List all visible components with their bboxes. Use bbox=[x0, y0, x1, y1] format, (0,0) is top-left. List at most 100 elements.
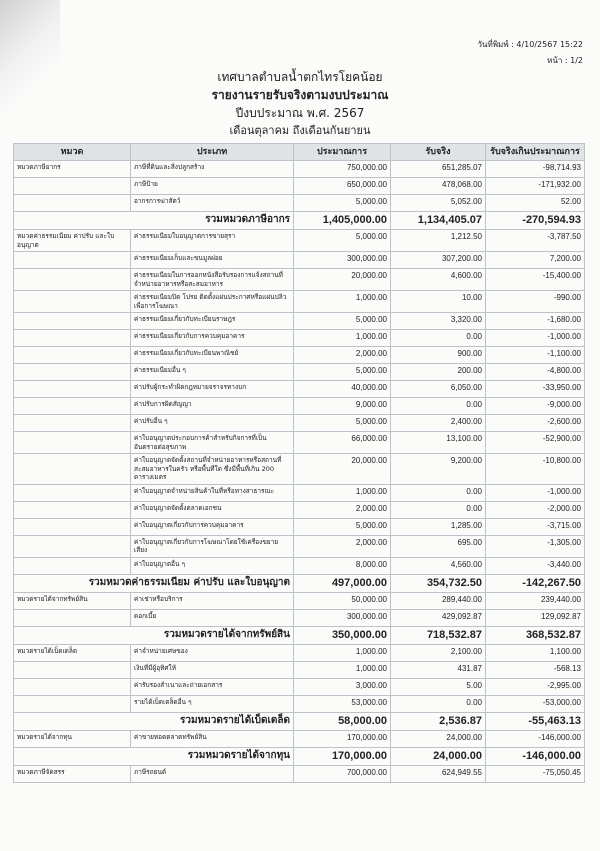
difference-cell: -3,440.00 bbox=[485, 556, 585, 575]
total-label: รวมหมวดรายได้จากทุน bbox=[13, 746, 294, 766]
actual-cell: 0.00 bbox=[390, 397, 486, 415]
difference-cell: -3,715.00 bbox=[485, 517, 585, 536]
estimate-cell: 750,000.00 bbox=[293, 160, 391, 178]
estimate-cell: 1,000.00 bbox=[293, 483, 391, 502]
fiscal-year: ปีงบประมาณ พ.ศ. 2567 bbox=[235, 106, 365, 120]
difference-cell: -52,900.00 bbox=[485, 431, 585, 454]
difference-cell: -1,000.00 bbox=[485, 329, 585, 347]
difference-cell: -2,600.00 bbox=[485, 414, 585, 432]
difference-cell: -75,050.45 bbox=[485, 764, 585, 783]
difference-cell: -990.00 bbox=[485, 290, 585, 313]
print-date: วันที่พิมพ์ : 4/10/2567 15:22 bbox=[477, 40, 583, 49]
category-cell bbox=[13, 194, 131, 212]
difference-cell: -98,714.93 bbox=[485, 160, 585, 178]
actual-cell: 0.00 bbox=[390, 329, 486, 347]
total-estimate: 497,000.00 bbox=[293, 573, 391, 593]
difference-cell: -2,995.00 bbox=[485, 677, 585, 696]
difference-cell: -9,000.00 bbox=[485, 397, 585, 415]
group-total-row: รวมหมวดรายได้จากทรัพย์สิน 350,000.00 718,5… bbox=[13, 625, 585, 645]
estimate-cell: 20,000.00 bbox=[293, 268, 391, 291]
table-row: ค่ารับรองสำเนาและถ่ายเอกสาร 3,000.00 5.00-… bbox=[13, 677, 585, 696]
category-cell bbox=[13, 500, 131, 519]
total-actual: 1,134,405.07 bbox=[390, 211, 486, 230]
estimate-cell: 50,000.00 bbox=[293, 591, 391, 610]
group-total-row: รวมหมวดรายได้จากทุน 170,000.00 24,000.00 -1… bbox=[13, 746, 585, 766]
category-cell bbox=[13, 608, 131, 627]
total-difference: -146,000.00 bbox=[485, 746, 585, 766]
difference-cell: -53,000.00 bbox=[485, 694, 585, 713]
total-label: รวมหมวดรายได้เบ็ดเตล็ด bbox=[13, 711, 294, 731]
category-cell: หมวดรายได้จากทรัพย์สิน bbox=[13, 591, 131, 610]
category-cell bbox=[13, 329, 131, 347]
category-cell bbox=[13, 453, 131, 485]
type-cell: ภาษีป้าย bbox=[130, 177, 294, 195]
type-cell: ค่าปรับอื่น ๆ bbox=[130, 414, 294, 432]
category-cell bbox=[13, 251, 131, 269]
table-row: ค่าปรับการผิดสัญญา 9,000.00 0.00 -9,000.00 bbox=[13, 397, 585, 415]
type-cell: ค่าใบอนุญาตเกี่ยวกับการโฆษณาโดยใช้เครื่อ… bbox=[130, 534, 294, 558]
difference-cell: -33,950.00 bbox=[485, 380, 585, 398]
estimate-cell: 5,000.00 bbox=[293, 229, 391, 252]
actual-cell: 900.00 bbox=[390, 346, 486, 364]
type-cell: ค่าใบอนุญาตจัดตั้งตลาดเอกชน bbox=[130, 500, 294, 519]
table-row: หมวดรายได้จากทุน ค่าขายทอดตลาดทรัพย์สิน 17… bbox=[13, 729, 585, 748]
type-cell: ค่าจำหน่ายเศษของ bbox=[130, 643, 294, 662]
category-cell: หมวดรายได้เบ็ดเตล็ด bbox=[13, 643, 131, 662]
estimate-cell: 5,000.00 bbox=[293, 194, 391, 212]
actual-cell: 0.00 bbox=[390, 500, 486, 519]
total-difference: 368,532.87 bbox=[485, 625, 585, 645]
table-row: หมวดภาษีจัดสรร ภาษีรถยนต์ 700,000.00 624,94… bbox=[13, 764, 585, 783]
estimate-cell: 1,000.00 bbox=[293, 290, 391, 313]
actual-cell: 200.00 bbox=[390, 363, 486, 381]
table-row: ค่าธรรมเนียมเกี่ยวกับทะเบียนราษฎร 5,000.0… bbox=[13, 312, 585, 330]
estimate-cell: 3,000.00 bbox=[293, 677, 391, 696]
actual-cell: 1,212.50 bbox=[390, 229, 486, 252]
estimate-cell: 1,000.00 bbox=[293, 660, 391, 679]
actual-cell: 3,320.00 bbox=[390, 312, 486, 330]
col-category: หมวด bbox=[13, 143, 131, 161]
actual-cell: 2,400.00 bbox=[390, 414, 486, 432]
table-row: เงินที่มีผู้อุทิศให้ 1,000.00 431.87 -568.1… bbox=[13, 660, 585, 679]
type-cell: ภาษีรถยนต์ bbox=[130, 764, 294, 783]
col-actual: รับจริง bbox=[390, 143, 486, 161]
category-cell bbox=[13, 534, 131, 558]
difference-cell: 52.00 bbox=[485, 194, 585, 212]
type-cell: ค่าใบอนุญาตอื่น ๆ bbox=[130, 556, 294, 575]
revenue-table: หมวด ประเภท ประมาณการ รับจริง รับจริงเกิ… bbox=[13, 143, 585, 783]
table-row: ค่าใบอนุญาตเกี่ยวกับการโฆษณาโดยใช้เครื่อ… bbox=[13, 534, 585, 558]
category-cell bbox=[13, 346, 131, 364]
category-cell: หมวดรายได้จากทุน bbox=[13, 729, 131, 748]
total-estimate: 170,000.00 bbox=[293, 746, 391, 766]
difference-cell: -1,000.00 bbox=[485, 483, 585, 502]
table-row: ค่าใบอนุญาตจำหน่ายสินค้าในที่หรือทางสาธา… bbox=[13, 483, 585, 502]
total-estimate: 1,405,000.00 bbox=[293, 211, 391, 230]
category-cell: หมวดภาษีอากร bbox=[13, 160, 131, 178]
page-number: หน้า : 1/2 bbox=[547, 56, 583, 65]
total-actual: 2,536.87 bbox=[390, 711, 486, 731]
estimate-cell: 2,000.00 bbox=[293, 346, 391, 364]
total-difference: -270,594.93 bbox=[485, 211, 585, 230]
table-row: ค่าใบอนุญาตประกอบการค้าสำหรับกิจการที่เป… bbox=[13, 431, 585, 454]
category-cell bbox=[13, 290, 131, 313]
type-cell: ค่าใบอนุญาตจำหน่ายสินค้าในที่หรือทางสาธา… bbox=[130, 483, 294, 502]
type-cell: ค่าธรรมเนียมในการออกหนังสือรับรองการแจ้ง… bbox=[130, 268, 294, 291]
total-label: รวมหมวดค่าธรรมเนียม ค่าปรับ และใบอนุญาต bbox=[13, 573, 294, 593]
actual-cell: 13,100.00 bbox=[390, 431, 486, 454]
actual-cell: 9,200.00 bbox=[390, 453, 486, 485]
category-cell: หมวดภาษีจัดสรร bbox=[13, 764, 131, 783]
actual-cell: 478,068.00 bbox=[390, 177, 486, 195]
type-cell: ค่าธรรมเนียมเก็บและขนมูลฝอย bbox=[130, 251, 294, 269]
total-actual: 354,732.50 bbox=[390, 573, 486, 593]
category-cell: หมวดค่าธรรมเนียม ค่าปรับ และใบอนุญาต bbox=[13, 229, 131, 252]
col-estimate: ประมาณการ bbox=[293, 143, 391, 161]
type-cell: ค่าปรับผู้กระทำผิดกฎหมายจราจรทางบก bbox=[130, 380, 294, 398]
difference-cell: -1,680.00 bbox=[485, 312, 585, 330]
report-titles: เทศบาลตำบลน้ำตกไทรโยคน้อย รายงานรายรับจร… bbox=[0, 68, 600, 140]
estimate-cell: 300,000.00 bbox=[293, 608, 391, 627]
actual-cell: 307,200.00 bbox=[390, 251, 486, 269]
type-cell: ภาษีที่ดินและสิ่งปลูกสร้าง bbox=[130, 160, 294, 178]
table-row: ค่าใบอนุญาตเกี่ยวกับการควบคุมอาคาร 5,000.… bbox=[13, 517, 585, 536]
page-fold-shadow bbox=[0, 0, 60, 120]
col-difference: รับจริงเกินประมาณการ bbox=[485, 143, 585, 161]
type-cell: ค่าขายทอดตลาดทรัพย์สิน bbox=[130, 729, 294, 748]
